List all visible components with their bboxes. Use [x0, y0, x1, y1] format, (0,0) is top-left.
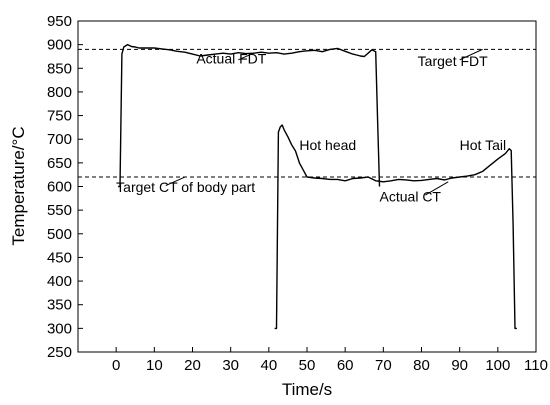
y-axis-label: Temperature/°C	[9, 126, 28, 245]
series-line-0	[118, 43, 381, 188]
annotation-pointer	[459, 48, 483, 61]
annotation-label: Actual CT	[380, 189, 442, 205]
y-tick-label: 300	[47, 320, 72, 337]
x-axis-label: Time/s	[282, 380, 332, 399]
x-tick-label: 60	[337, 357, 354, 374]
annotation-label: Hot Tail	[460, 137, 506, 153]
y-tick-label: 700	[47, 131, 72, 148]
y-tick-label: 800	[47, 84, 72, 101]
annotation-pointer	[165, 176, 186, 187]
y-tick-label: 500	[47, 226, 72, 243]
x-tick-label: 90	[451, 357, 468, 374]
y-tick-label: 650	[47, 155, 72, 172]
x-tick-label: 110	[524, 357, 548, 374]
x-axis-ticks: 0 10 20 30 40 50 60 70 80 90 100 110	[112, 347, 548, 374]
y-tick-label: 950	[47, 13, 72, 30]
x-tick-label: 40	[260, 357, 277, 374]
x-tick-label: 50	[299, 357, 316, 374]
x-tick-label: 20	[184, 357, 201, 374]
y-tick-label: 600	[47, 179, 72, 196]
x-tick-label: 70	[375, 357, 392, 374]
y-tick-label: 250	[47, 344, 72, 361]
x-tick-label: 0	[112, 357, 120, 374]
y-tick-label: 850	[47, 60, 72, 77]
x-tick-label: 80	[413, 357, 430, 374]
y-tick-label: 350	[47, 297, 72, 314]
annotation-label: Target FDT	[418, 53, 488, 69]
y-tick-label: 550	[47, 202, 72, 219]
y-tick-label: 450	[47, 249, 72, 266]
series-layer	[78, 43, 536, 330]
y-tick-label: 400	[47, 273, 72, 290]
x-tick-label: 10	[146, 357, 163, 374]
annotation-label: Hot head	[299, 137, 356, 153]
x-tick-label: 30	[222, 357, 239, 374]
y-axis-ticks: 250 300 350 400 450 500 550 600 650 700 750 800 850 9…	[47, 13, 83, 361]
x-tick-label: 100	[485, 357, 510, 374]
y-tick-label: 900	[47, 37, 72, 54]
annotation-pointer	[238, 52, 254, 61]
series-line-1	[274, 124, 517, 330]
annotation-pointer	[425, 181, 449, 196]
annotation-label: Target CT of body part	[116, 179, 255, 195]
annotation-label: Actual FDT	[196, 51, 266, 67]
annotations-layer: Actual FDT Target FDT Hot head Hot Tail Targ…	[116, 48, 506, 205]
y-tick-label: 750	[47, 108, 72, 125]
